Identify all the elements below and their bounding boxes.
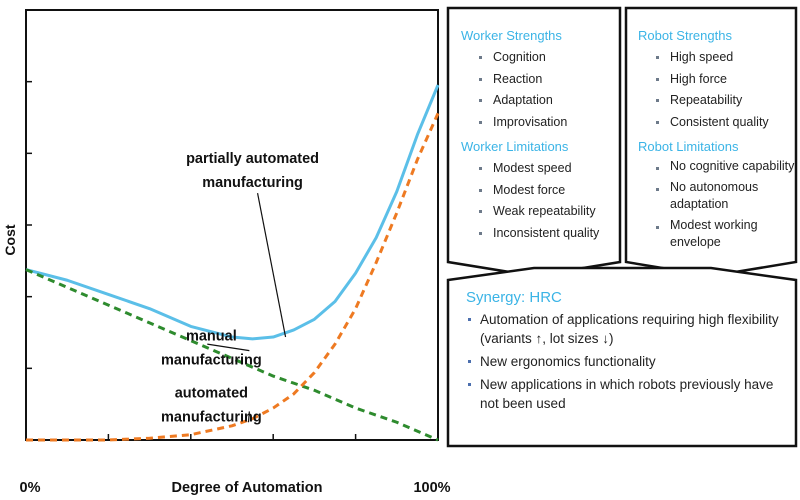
x-tick-label-0: 0% (20, 480, 41, 496)
list-item: Consistent quality (638, 112, 796, 134)
robot-strengths-list: High speed High force Repeatability Cons… (638, 47, 796, 133)
list-item: Cognition (461, 47, 621, 69)
synergy-box (446, 266, 798, 448)
plot-area-border (25, 9, 439, 441)
manual-series-line (25, 268, 439, 442)
synergy-list: Automation of applications requiring hig… (466, 310, 786, 413)
x-tick-label-100: 100% (413, 480, 450, 496)
list-item: Reaction (461, 69, 621, 91)
series-layer (25, 84, 440, 442)
annotation-manual-leader-line (207, 343, 250, 352)
list-item: No cognitive capability (638, 158, 796, 175)
worker-limitations-list: Modest speed Modest force Weak repeatabi… (461, 158, 621, 244)
robot-strengths-title: Robot Strengths (638, 28, 732, 43)
list-item: High speed (638, 47, 796, 69)
annotation-automated-label: automated manufacturing (161, 385, 262, 425)
list-item: High force (638, 69, 796, 91)
annotation-manual-label: manual manufacturing (161, 329, 262, 369)
list-item: Weak repeatability (461, 201, 621, 223)
partially-automated-series-line (25, 84, 440, 341)
robot-limitations-title: Robot Limitations (638, 139, 739, 154)
list-item: Automation of applications requiring hig… (466, 310, 786, 348)
worker-strengths-title: Worker Strengths (461, 28, 562, 43)
list-item: Repeatability (638, 90, 796, 112)
robot-panel: Robot Strengths High speed High force Re… (638, 28, 796, 257)
synergy-panel: Synergy: HRC Automation of applications … (466, 289, 786, 419)
synergy-title: Synergy: HRC (466, 289, 562, 306)
y-axis-label: Cost (2, 224, 18, 255)
list-item: Modest working envelope (638, 217, 796, 251)
worker-panel: Worker Strengths Cognition Reaction Adap… (461, 28, 621, 250)
list-item: Modest speed (461, 158, 621, 180)
chart-frame (25, 9, 439, 441)
worker-limitations-title: Worker Limitations (461, 139, 569, 154)
annotation-partially-automated-label: partially automated manufacturing (186, 151, 319, 191)
robot-limitations-list: No cognitive capability No autonomous ad… (638, 158, 796, 251)
robot-box (624, 6, 798, 278)
list-item: Inconsistent quality (461, 223, 621, 245)
annotation-layer: partially automated manufacturing manual ma… (161, 151, 319, 425)
list-item: Adaptation (461, 90, 621, 112)
annotation-partially-automated-leader-line (256, 192, 287, 338)
worker-strengths-list: Cognition Reaction Adaptation Improvisat… (461, 47, 621, 133)
list-item: No autonomous adaptation (638, 179, 796, 213)
list-item: New ergonomics functionality (466, 352, 786, 371)
automated-series-line (26, 112, 440, 442)
list-item: Improvisation (461, 112, 621, 134)
annotation-automated-leader-line (247, 411, 250, 423)
x-axis-label: Degree of Automation (172, 480, 323, 496)
list-item: Modest force (461, 180, 621, 202)
list-item: New applications in which robots previou… (466, 375, 786, 413)
